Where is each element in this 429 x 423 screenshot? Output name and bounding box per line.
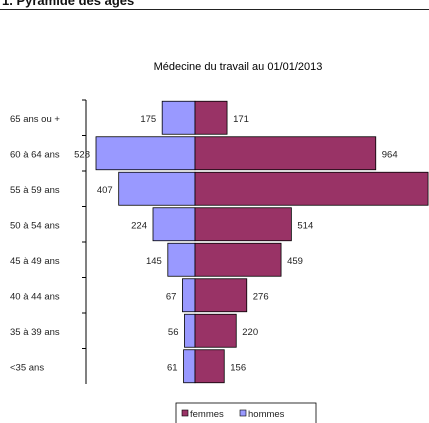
data-label-femmes: 459 [287, 256, 303, 267]
bar-hommes [183, 349, 196, 384]
category-label: <35 ans [10, 362, 44, 373]
chart-title: Médecine du travail au 01/01/2013 [154, 61, 323, 73]
chart-legend: femmes hommes [175, 402, 317, 423]
section-heading: 1. Pyramide des âges [2, 0, 135, 8]
data-label-femmes: 156 [230, 362, 246, 373]
data-label-hommes: 145 [146, 256, 162, 267]
label-layer: 65 ans ou + 175 171 60 à 64 ans 528 964 55 à 5… [10, 114, 398, 374]
data-label-femmes: 171 [233, 114, 249, 125]
bar-femmes [194, 278, 248, 313]
bar-femmes [194, 136, 377, 171]
data-label-femmes: 964 [382, 149, 398, 160]
chart-frame: Médecine du travail au 01/01/2013 65 ans… [0, 40, 429, 423]
bar-hommes [167, 242, 196, 277]
data-label-hommes: 528 [74, 149, 90, 160]
data-label-hommes: 175 [140, 114, 156, 125]
axis-layer [82, 99, 87, 384]
bar-hommes [95, 136, 196, 171]
bar-femmes [194, 171, 429, 206]
legend-label: hommes [248, 409, 285, 420]
data-label-femmes: 220 [242, 327, 258, 338]
bar-femmes [194, 242, 282, 277]
bar-femmes [194, 100, 228, 135]
bar-hommes [184, 313, 196, 348]
bar-femmes [194, 349, 225, 384]
bar-hommes [152, 207, 196, 242]
category-label: 40 à 44 ans [10, 291, 60, 302]
category-label: 50 à 54 ans [10, 220, 60, 231]
data-label-femmes: 514 [297, 220, 313, 231]
category-label: 35 à 39 ans [10, 327, 60, 338]
data-label-femmes: 276 [253, 291, 269, 302]
category-label: 45 à 49 ans [10, 256, 60, 267]
data-label-hommes: 56 [168, 327, 179, 338]
heading-rule [0, 9, 429, 10]
data-label-hommes: 61 [167, 362, 178, 373]
bar-hommes [161, 100, 196, 135]
data-label-hommes: 407 [97, 185, 113, 196]
population-pyramid-chart: Médecine du travail au 01/01/2013 65 ans… [10, 61, 429, 423]
bar-femmes [194, 207, 292, 242]
legend-swatch [181, 409, 189, 417]
bar-hommes [182, 278, 196, 313]
legend-swatch [239, 409, 247, 417]
data-label-hommes: 67 [166, 291, 177, 302]
bar-hommes [118, 171, 196, 206]
category-label: 60 à 64 ans [10, 149, 60, 160]
data-label-hommes: 224 [131, 220, 147, 231]
bar-femmes [194, 313, 237, 348]
bar-layer [95, 100, 429, 384]
category-label: 55 à 59 ans [10, 185, 60, 196]
legend-label: femmes [190, 409, 224, 420]
category-label: 65 ans ou + [10, 114, 60, 125]
